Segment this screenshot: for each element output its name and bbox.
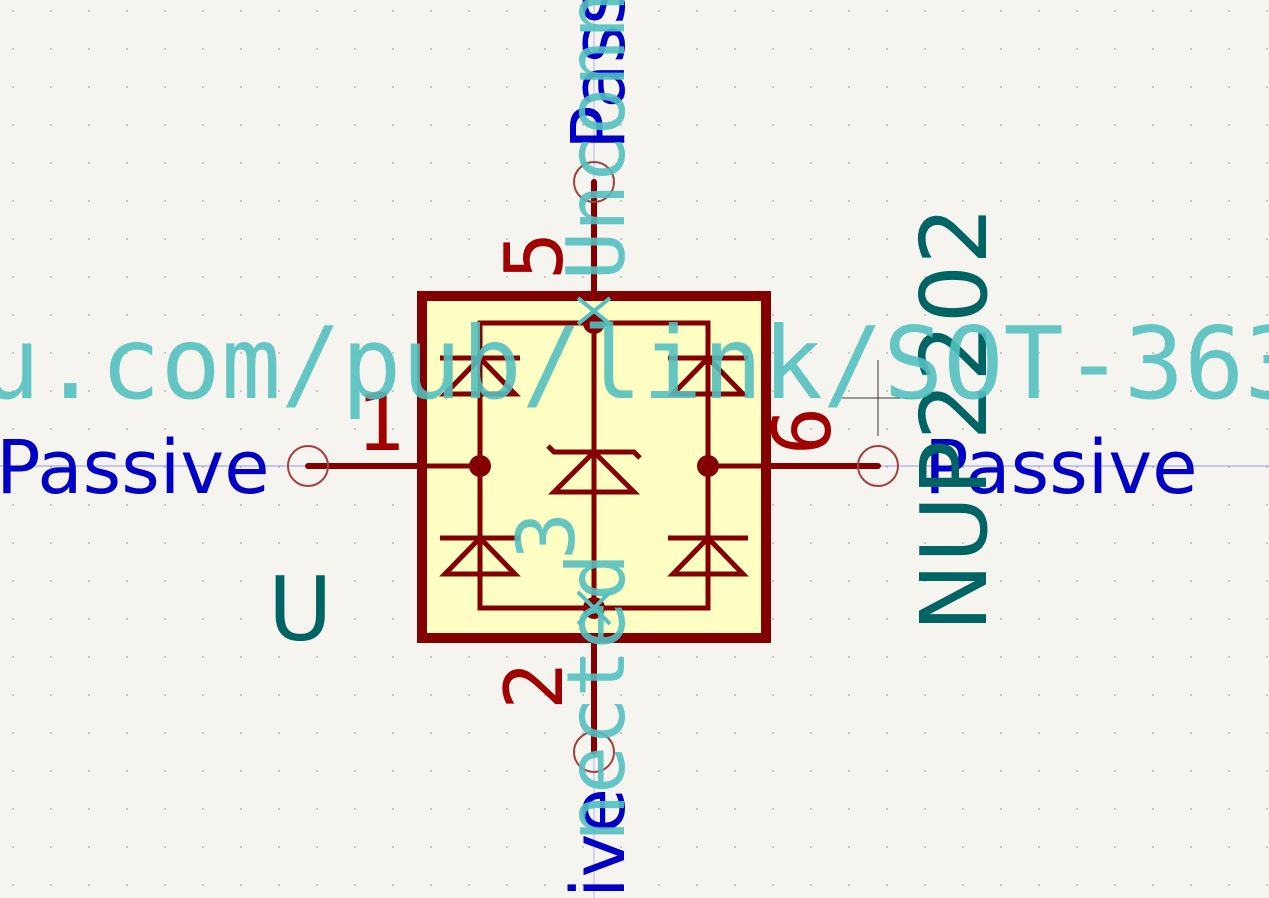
pin-3-number: 3 [500,512,593,560]
pin-2-endpoint[interactable] [573,731,615,773]
pin-name-bottom: nected [550,553,643,842]
pin-1-type: Passive [0,425,270,511]
pin-1-endpoint[interactable] [287,445,329,487]
zener-icon [547,448,641,495]
footprint-overlay: u.com/pub/link/SOT-363_SC-70-6 Unconn ne… [0,0,1269,842]
pin-2-number: 2 [488,662,581,710]
diodes [439,354,749,577]
pin-6-endpoint[interactable] [857,445,899,487]
reference-designator[interactable]: U [268,558,332,661]
value-label[interactable]: NUP2202 [901,206,1008,632]
pin-endpoints [287,161,899,773]
pin-5-type: Passive [556,0,642,150]
pin-1-number: 1 [356,376,404,469]
pin-5-endpoint[interactable] [573,161,615,203]
pin-6-type: Passive [924,425,1198,511]
pin-6-number: 6 [756,407,849,455]
pin-5-number: 5 [488,232,581,280]
footprint-text: u.com/pub/link/SOT-363_SC-70-6 [0,305,1269,422]
diode-bl-icon [439,534,521,577]
diode-tl-icon [439,354,521,397]
diode-tr-icon [667,354,749,397]
pin-2-type: ive [556,788,642,898]
no-connect-marks [576,296,612,626]
diode-br-icon [667,534,749,577]
pin-name-top: Unconn [550,0,643,280]
